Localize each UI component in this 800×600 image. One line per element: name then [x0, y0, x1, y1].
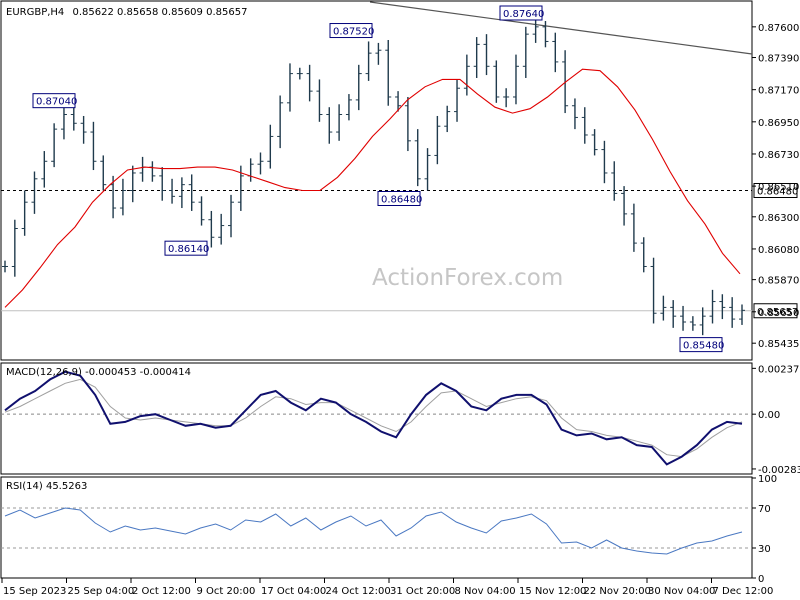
price-annotation: 0.85480 [683, 341, 724, 352]
price-annotation-box [329, 23, 373, 39]
main-y-tick-label: 0.87170 [758, 86, 799, 97]
price-annotation-box [499, 5, 543, 21]
macd-line [4, 370, 743, 466]
macd-panel-frame [0, 362, 753, 475]
x-tick-label: 9 Oct 20:00 [197, 586, 256, 597]
x-axis: 15 Sep 2023 25 Sep 04:002 Oct 12:00 9 Oct … [1, 578, 774, 597]
current-price-box-label: 0.85657 [757, 307, 798, 318]
annotations-group: 0.87040 0.86140 0.87520 0.86480 0.87640 0.854… [32, 5, 724, 353]
x-tick-label: 25 Sep 04:00 [68, 586, 135, 597]
main-y-tick-label: 0.87390 [758, 54, 799, 65]
price-annotation: 0.86140 [168, 244, 209, 255]
ohlc-label: 0.85622 0.85658 0.85609 0.85657 [72, 7, 247, 18]
trendline-group [369, 1, 753, 55]
price-annotation-box [32, 93, 76, 109]
main-y-tick-label: 0.87600 [758, 23, 799, 34]
main-y-tick-label: 0.86730 [758, 150, 799, 161]
watermark: ActionForex.com [372, 265, 563, 291]
support-price-box [753, 182, 798, 198]
rsi-y-tick-label: 30 [758, 544, 771, 555]
main-y-tick-label: 0.86300 [758, 213, 799, 224]
moving-average-line [4, 68, 741, 308]
x-tick-label: 2 Oct 12:00 [132, 586, 191, 597]
x-tick-label: 17 Oct 04:00 [261, 586, 326, 597]
rsi-y-tick-label: 70 [758, 504, 771, 515]
main-panel-frame [0, 0, 753, 361]
macd-y-tick-label: -0.002838 [758, 465, 800, 476]
main-y-tick-label: 0.86080 [758, 245, 799, 256]
x-tick-label: 22 Nov 20:00 [584, 586, 651, 597]
x-tick-label: 30 Nov 04:00 [648, 586, 715, 597]
current-price-box [753, 303, 798, 319]
macd-y-tick-label: 0.00 [758, 410, 780, 421]
price-annotation-box [377, 190, 421, 206]
macd-group: 0.002375 0.00 -0.002838 [1, 364, 800, 476]
main-guides: 0.86480 0.85657 [1, 182, 798, 319]
x-tick-label: 15 Nov 12:00 [519, 586, 586, 597]
rsi-line [4, 507, 743, 555]
macd-title: MACD(12,26,9) -0.000453 -0.000414 [6, 367, 191, 378]
main-y-tick-label: 0.85435 [758, 339, 799, 350]
price-annotation-box [679, 337, 723, 353]
main-y-tick-label: 0.85870 [758, 276, 799, 287]
price-annotation: 0.86480 [381, 194, 422, 205]
rsi-panel-frame [0, 476, 753, 579]
x-tick-label: 15 Sep 2023 [3, 586, 66, 597]
main-y-tick-label: 0.86950 [758, 118, 799, 129]
rsi-y-tick-label: 100 [758, 474, 777, 485]
x-tick-label: 31 Oct 20:00 [390, 586, 455, 597]
macd-y-tick-label: 0.002375 [758, 364, 800, 375]
x-tick-label: 8 Nov 04:00 [455, 586, 516, 597]
candles-group [2, 16, 745, 336]
main-title: EURGBP,H4 0.85622 0.85658 0.85609 0.8565… [6, 7, 247, 18]
rsi-title: RSI(14) 45.5263 [6, 481, 87, 492]
price-annotation: 0.87640 [503, 9, 544, 20]
price-annotation: 0.87520 [333, 27, 374, 38]
rsi-y-tick-label: 0 [758, 574, 764, 585]
x-tick-label: 24 Oct 12:00 [326, 586, 391, 597]
main-y-axis: 0.87600 0.87390 0.87170 0.86950 0.86730 0.865… [752, 23, 799, 350]
symbol-label: EURGBP,H4 [6, 7, 64, 18]
price-annotation-box [164, 240, 208, 256]
trendline [369, 1, 753, 55]
support-price-box-label: 0.86480 [757, 186, 798, 197]
rsi-group: 100 70 30 0 [1, 474, 777, 585]
main-y-tick-label: 0.86510 [758, 182, 799, 193]
main-y-tick-label: 0.85650 [758, 308, 799, 319]
moving-average-group [4, 68, 741, 308]
x-tick-label: 7 Dec 12:00 [713, 586, 774, 597]
price-annotation: 0.87040 [36, 97, 77, 108]
